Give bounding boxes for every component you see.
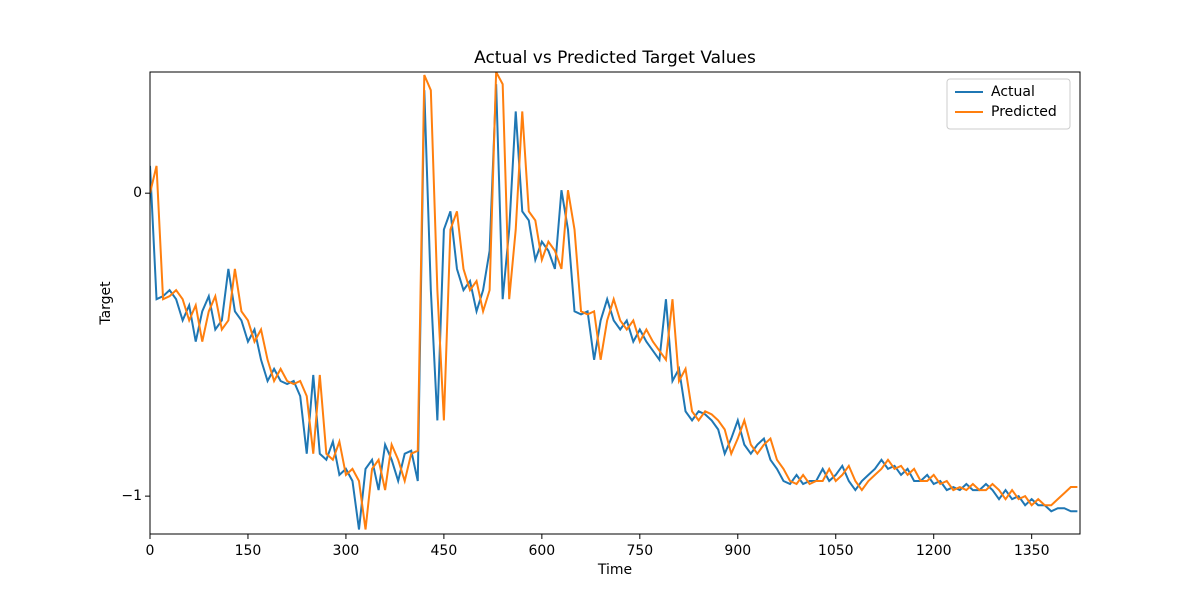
legend-label: Actual	[991, 84, 1035, 100]
x-tick-label: 750	[626, 543, 653, 559]
y-tick-label: 0	[133, 185, 142, 201]
chart-title: Actual vs Predicted Target Values	[474, 48, 756, 68]
legend-label: Predicted	[991, 104, 1057, 120]
x-tick-label: 1200	[916, 543, 952, 559]
x-tick-label: 1050	[818, 543, 854, 559]
x-tick-label: 0	[146, 543, 155, 559]
y-tick-label: −1	[121, 488, 142, 504]
x-tick-label: 150	[235, 543, 262, 559]
y-axis-label: Target	[98, 281, 114, 326]
x-tick-label: 450	[431, 543, 458, 559]
series-line	[150, 84, 1078, 530]
x-tick-label: 900	[724, 543, 751, 559]
legend: Actual Predicted	[946, 78, 1071, 130]
x-tick-label: 1350	[1014, 543, 1050, 559]
axes-frame	[149, 71, 1081, 535]
series-line	[150, 72, 1078, 530]
x-tick-label: 600	[528, 543, 555, 559]
x-tick-label: 300	[333, 543, 360, 559]
x-axis-label: Time	[597, 562, 632, 578]
